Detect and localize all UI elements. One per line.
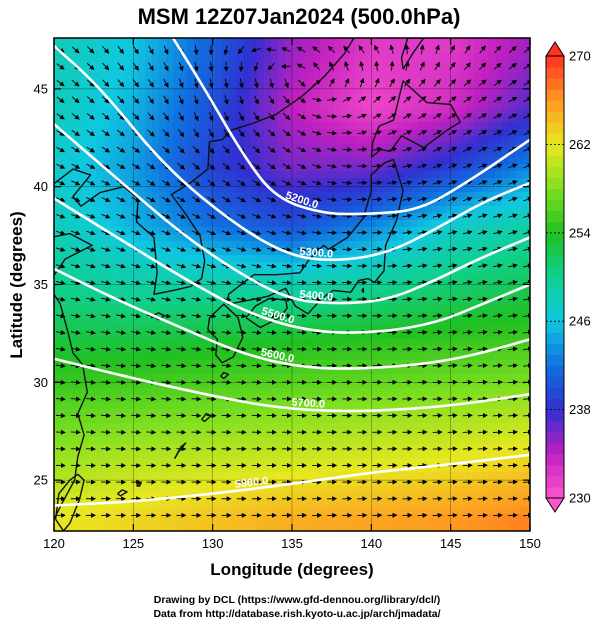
colorbar-segment xyxy=(546,221,564,234)
y-tick-label: 25 xyxy=(34,473,48,488)
colorbar-segment xyxy=(546,188,564,201)
colorbar-segment xyxy=(546,332,564,344)
coastline-6 xyxy=(54,168,124,520)
coastline-1 xyxy=(227,158,404,315)
contour-5700.0 xyxy=(54,357,530,413)
colorbar-segment xyxy=(546,177,564,190)
x-tick-label: 135 xyxy=(281,536,303,551)
x-tick-label: 145 xyxy=(440,536,462,551)
x-tick-label: 140 xyxy=(360,536,382,551)
colorbar-segment xyxy=(546,387,564,400)
colorbar-segment xyxy=(546,210,564,223)
coastline-5 xyxy=(123,38,355,295)
colorbar-segment xyxy=(546,365,564,377)
plot-area: 5200.05300.05400.05500.05600.05700.05800… xyxy=(53,37,531,532)
colorbar-segment xyxy=(546,254,564,267)
colorbar-segment xyxy=(546,464,564,477)
y-axis: 25 30 35 40 45 xyxy=(34,81,530,488)
colorbar-segment xyxy=(546,486,564,499)
colorbar-segment xyxy=(546,111,564,123)
colorbar-segment xyxy=(546,56,564,68)
x-axis-label: Longitude (degrees) xyxy=(210,560,373,579)
colorbar-segment xyxy=(546,442,564,455)
colorbar-segment xyxy=(546,265,564,278)
chart-title: MSM 12Z07Jan2024 (500.0hPa) xyxy=(138,4,461,29)
colorbar-segment xyxy=(546,376,564,388)
y-axis-label: Latitude (degrees) xyxy=(7,211,26,358)
colorbar-segment xyxy=(546,420,564,433)
colorbar-segment xyxy=(546,277,564,289)
contour-5400.0 xyxy=(54,123,530,305)
colorbar-tick-label: 262 xyxy=(569,137,591,152)
colorbar-segment xyxy=(546,321,564,333)
coastline-3 xyxy=(245,297,288,329)
colorbar-segment xyxy=(546,122,564,134)
x-tick-label: 130 xyxy=(202,536,224,551)
x-tick-label: 120 xyxy=(43,536,65,551)
colorbar-top-arrow xyxy=(545,41,565,57)
colorbar-segment xyxy=(546,67,564,79)
coastline-4 xyxy=(400,38,425,70)
coastline-12 xyxy=(117,489,128,497)
lat-lon-grid xyxy=(54,38,530,531)
coastline-7 xyxy=(54,473,85,531)
colorbar-segment xyxy=(546,133,564,145)
contour-label-5400.0: 5400.0 xyxy=(299,289,334,304)
colorbar-tick-label: 246 xyxy=(569,314,591,329)
x-tick-label: 150 xyxy=(519,536,541,551)
coastline-10 xyxy=(201,412,212,423)
x-tick-label: 125 xyxy=(122,536,144,551)
colorbar-segment xyxy=(546,155,564,167)
height-contours: 5200.05300.05400.05500.05600.05700.05800… xyxy=(54,38,530,507)
colorbar-segment xyxy=(546,144,564,156)
contour-5600.0 xyxy=(54,267,530,370)
contour-label-5800.0: 5800.0 xyxy=(234,475,269,491)
coastline-11 xyxy=(220,371,230,380)
contour-label-5700.0: 5700.0 xyxy=(291,397,325,411)
coastline-2 xyxy=(207,303,244,364)
colorbar-tick-label: 230 xyxy=(569,491,591,506)
colorbar-tick-label: 254 xyxy=(569,225,591,240)
coastline-13 xyxy=(136,481,142,487)
contour-5200.0 xyxy=(171,38,530,216)
colorbar-segment xyxy=(546,166,564,179)
colorbar-segment xyxy=(546,310,564,322)
colorbar-segment xyxy=(546,453,564,466)
colorbar-segment xyxy=(546,232,564,245)
colorbar-segment xyxy=(546,475,564,488)
coastline-14 xyxy=(361,287,365,293)
colorbar-segment xyxy=(546,343,564,355)
credit-drawing: Drawing by DCL (https://www.gfd-dennou.o… xyxy=(154,594,440,606)
contour-5500.0 xyxy=(54,197,530,334)
colorbar-tick-label: 238 xyxy=(569,402,591,417)
coastline-map xyxy=(54,38,461,531)
colorbar-segment xyxy=(546,243,564,256)
y-tick-label: 45 xyxy=(34,81,48,96)
colorbar-segment xyxy=(546,78,564,90)
colorbar-segment xyxy=(546,89,564,101)
credit-data: Data from http://database.rish.kyoto-u.a… xyxy=(153,608,440,620)
colorbar: 230 238 246 254 262 270 xyxy=(545,41,591,513)
x-axis: 120 125 130 135 140 145 150 xyxy=(43,38,541,551)
colorbar-segment xyxy=(546,431,564,444)
y-tick-label: 30 xyxy=(34,375,48,390)
colorbar-segment xyxy=(546,100,564,112)
coastline-0 xyxy=(370,80,461,158)
colorbar-segment xyxy=(546,288,564,300)
colorbar-segment xyxy=(546,409,564,422)
colorbar-segment xyxy=(546,199,564,212)
contour-label-5300.0: 5300.0 xyxy=(299,246,334,261)
contour-5800.0 xyxy=(54,453,530,507)
colorbar-bottom-arrow xyxy=(545,497,565,513)
colorbar-segment xyxy=(546,398,564,411)
temperature-heatmap xyxy=(54,38,530,531)
coastline-9 xyxy=(173,442,187,459)
y-tick-label: 35 xyxy=(34,277,48,292)
colorbar-segment xyxy=(546,299,564,311)
colorbar-tick-label: 270 xyxy=(569,49,591,64)
colorbar-segment xyxy=(546,354,564,366)
contour-5300.0 xyxy=(54,44,530,262)
y-tick-label: 40 xyxy=(34,179,48,194)
